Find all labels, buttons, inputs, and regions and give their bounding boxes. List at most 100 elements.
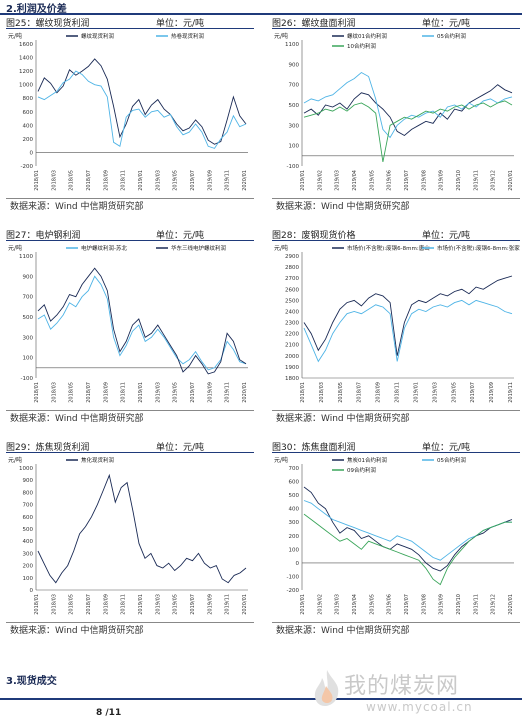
y-tick-label: 200 (23, 564, 34, 570)
y-tick-label: 100 (289, 547, 300, 553)
y-tick-label: 300 (289, 520, 300, 526)
chart-source: 数据来源：Wind 中信期货研究部 (10, 626, 144, 636)
x-tick-label: 2019/09 (207, 170, 213, 191)
y-tick-label: 600 (23, 110, 34, 116)
x-tick-label: 2018/05 (69, 594, 75, 615)
series-line-2 (303, 299, 513, 363)
x-tick-label: 2018/09 (376, 382, 382, 403)
source-rule (272, 198, 520, 199)
series-line-2 (37, 70, 247, 149)
y-axis-label: 元/吨 (8, 244, 22, 252)
chart-svg: 元/吨 2900 2800 2700 2600 2500 2400 2300 2200 2100 2… (274, 244, 520, 403)
x-tick-label: 2019/09 (489, 382, 495, 403)
x-tick-label: 2019/11 (473, 170, 479, 191)
y-tick-label: 1400 (19, 56, 33, 62)
y-tick-label: 600 (23, 515, 34, 521)
x-tick-label: 2019/09 (207, 594, 213, 615)
legend-label: 焦化现货利润 (81, 456, 115, 464)
caption-rule (272, 28, 520, 29)
legend-label: 华东三线电炉螺纹利润 (171, 244, 227, 252)
x-tick-label: 2019/03 (155, 382, 161, 403)
legend-label: 电炉螺纹利润-苏北 (81, 244, 127, 252)
chart-svg: 元/吨16001400120010008006004002000-2002018… (8, 32, 248, 191)
x-tick-label: 2018/11 (121, 382, 127, 403)
x-tick-label: 2018/03 (51, 382, 57, 403)
y-tick-label: 700 (289, 466, 300, 472)
series-line-1 (37, 58, 247, 145)
x-tick-label: 2018/05 (338, 382, 344, 403)
flame-logo-icon (314, 670, 339, 706)
chart-caption: 图30：炼焦盘面利润 (272, 443, 356, 453)
y-tick-label: 400 (23, 539, 34, 545)
series-line-3 (303, 100, 513, 162)
x-tick-label: 2019/12 (491, 594, 497, 615)
y-tick-label: 700 (289, 83, 300, 89)
y-tick-label: 400 (289, 507, 300, 513)
legend-label: 螺纹01合约利润 (347, 32, 387, 40)
chart-source: 数据来源：Wind 中信期货研究部 (276, 414, 410, 424)
caption-rule (272, 240, 520, 241)
x-tick-label: 2018/07 (86, 382, 92, 403)
legend-label: 05合约利润 (437, 32, 466, 40)
chart-caption: 图28：废钢现货价格 (272, 231, 356, 241)
y-tick-label: 0 (296, 561, 300, 567)
chart-unit: 单位：元/吨 (422, 231, 471, 241)
x-tick-label: 2018/05 (69, 170, 75, 191)
x-tick-label: 2018/09 (103, 594, 109, 615)
x-tick-label: 2019/07 (404, 170, 410, 191)
y-tick-label: -100 (21, 376, 34, 382)
y-tick-label: 900 (289, 62, 300, 68)
series-line-1 (37, 275, 247, 371)
chart-unit: 单位：元/吨 (156, 443, 205, 453)
y-tick-label: -200 (287, 588, 300, 594)
y-tick-label: 500 (289, 103, 300, 109)
y-tick-label: -200 (21, 164, 34, 170)
y-tick-label: -100 (287, 574, 300, 580)
x-tick-label: 2019/05 (173, 594, 179, 615)
x-tick-label: 2019/03 (335, 594, 341, 615)
y-tick-label: 2600 (285, 287, 299, 293)
chart-source: 数据来源：Wind 中信期货研究部 (276, 202, 410, 212)
y-tick-label: 1900 (285, 365, 299, 371)
y-tick-label: 100 (289, 144, 300, 150)
x-tick-label: 2019/05 (173, 382, 179, 403)
x-tick-label: 2019/11 (473, 594, 479, 615)
y-tick-label: 100 (23, 576, 34, 582)
x-tick-label: 2019/07 (404, 594, 410, 615)
x-tick-label: 2018/03 (51, 594, 57, 615)
legend-label: 热卷现货利润 (171, 32, 205, 40)
x-tick-label: 2019/01 (413, 382, 419, 403)
source-rule (272, 410, 520, 411)
x-tick-label: 2018/03 (319, 382, 325, 403)
section-title-spot: 3.现货成交 (6, 676, 57, 687)
y-tick-label: 2800 (285, 265, 299, 271)
series-line-1 (303, 275, 513, 356)
x-tick-label: 2019/05 (451, 382, 457, 403)
x-tick-label: 2020/01 (242, 382, 248, 403)
x-tick-label: 2018/05 (69, 382, 75, 403)
x-tick-label: 2019/05 (369, 170, 375, 191)
caption-rule (6, 240, 254, 241)
x-tick-label: 2019/03 (155, 170, 161, 191)
chart-unit: 单位：元/吨 (422, 443, 471, 453)
page-number: 8 /11 (96, 708, 122, 718)
x-tick-label: 2019/09 (207, 382, 213, 403)
caption-rule (6, 28, 254, 29)
y-tick-label: 800 (23, 490, 34, 496)
footer-rule (0, 698, 522, 700)
x-tick-label: 2019/06 (387, 594, 393, 615)
source-rule (6, 410, 254, 411)
y-axis-label: 元/吨 (274, 456, 288, 464)
x-tick-label: 2019/05 (173, 170, 179, 191)
x-tick-label: 2018/07 (357, 382, 363, 403)
y-tick-label: 1800 (285, 376, 299, 382)
y-tick-label: 200 (23, 137, 34, 143)
y-tick-label: 0 (30, 150, 34, 156)
source-rule (6, 198, 254, 199)
x-tick-label: 2018/01 (34, 170, 40, 191)
chart-caption: 图26：螺纹盘面利润 (272, 19, 356, 29)
legend-label: 05合约利润 (437, 456, 466, 464)
source-rule (272, 622, 520, 623)
y-tick-label: 300 (23, 551, 34, 557)
